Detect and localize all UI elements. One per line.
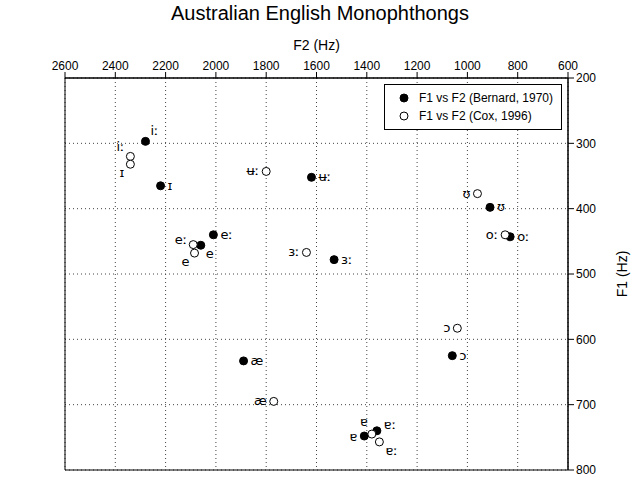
svg-text:1600: 1600 (303, 59, 330, 73)
svg-text:800: 800 (576, 463, 596, 477)
svg-text:ɪ: ɪ (120, 165, 125, 180)
svg-text:2000: 2000 (203, 59, 230, 73)
svg-text:eː: eː (220, 227, 232, 242)
svg-text:ɐː: ɐː (384, 417, 396, 432)
svg-text:e: e (182, 254, 190, 269)
svg-text:2200: 2200 (152, 59, 179, 73)
html-text:Australian English Monophthong: Australian English Monophthongs (171, 2, 469, 24)
svg-text:1800: 1800 (253, 59, 280, 73)
svg-text:500: 500 (576, 267, 596, 281)
svg-text:ɐ: ɐ (360, 414, 368, 429)
svg-text:200: 200 (576, 71, 596, 85)
svg-text:ʉː: ʉː (318, 169, 331, 184)
html-text:F2 (Hz): F2 (Hz) (293, 37, 340, 53)
html-text:F1 vs F2 (Cox, 1996): F1 vs F2 (Cox, 1996) (418, 109, 532, 123)
svg-text:1400: 1400 (353, 59, 380, 73)
svg-text:oː: oː (486, 227, 498, 242)
svg-text:iː: iː (116, 139, 124, 154)
svg-text:ɔ: ɔ (459, 348, 466, 363)
svg-text:ɪ: ɪ (168, 178, 173, 193)
svg-text:ɐ: ɐ (349, 429, 357, 444)
html-text:F1 vs F2 (Bernard, 1970): F1 vs F2 (Bernard, 1970) (418, 91, 553, 105)
svg-text:e: e (206, 246, 214, 261)
svg-text:2400: 2400 (102, 59, 129, 73)
svg-text:400: 400 (576, 202, 596, 216)
svg-text:æ: æ (254, 393, 267, 408)
svg-text:ɜː: ɜː (288, 244, 299, 259)
svg-text:700: 700 (576, 398, 596, 412)
html-text:F1 (Hz): F1 (Hz) (614, 250, 630, 298)
svg-text:oː: oː (517, 229, 529, 244)
svg-text:300: 300 (576, 137, 596, 151)
svg-text:1200: 1200 (404, 59, 431, 73)
svg-text:2600: 2600 (52, 59, 79, 73)
svg-text:eː: eː (175, 232, 187, 247)
svg-text:ɐː: ɐː (385, 443, 397, 458)
svg-text:ʊ: ʊ (497, 199, 505, 214)
svg-text:600: 600 (558, 59, 578, 73)
svg-text:800: 800 (508, 59, 528, 73)
svg-text:600: 600 (576, 333, 596, 347)
svg-text:ʉː: ʉː (247, 163, 260, 178)
svg-text:ɜː: ɜː (341, 252, 352, 267)
svg-text:1000: 1000 (454, 59, 481, 73)
svg-text:æ: æ (251, 353, 264, 368)
svg-text:iː: iː (150, 123, 158, 138)
svg-text:ɔ: ɔ (443, 320, 450, 335)
svg-text:ʊ: ʊ (462, 186, 470, 201)
